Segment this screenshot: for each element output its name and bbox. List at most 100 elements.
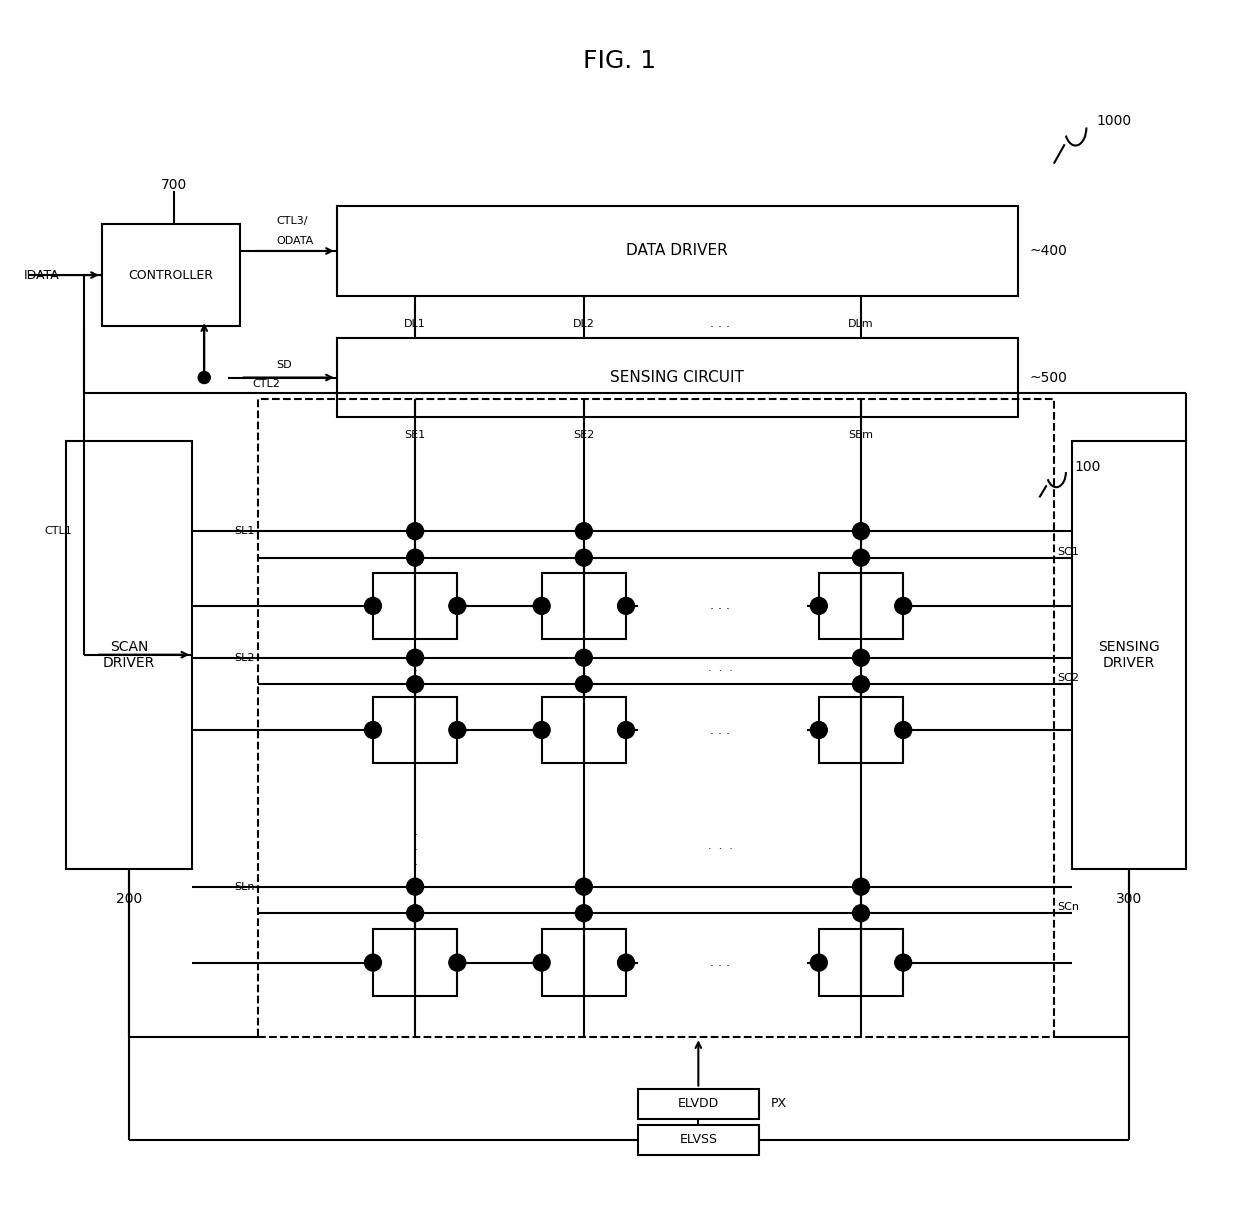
Text: .
.
.: . . .	[413, 646, 417, 690]
Bar	[337, 339, 1018, 417]
Text: . . .: . . .	[711, 600, 730, 612]
Text: 700: 700	[161, 178, 187, 193]
Circle shape	[895, 722, 911, 739]
Circle shape	[853, 878, 869, 895]
Circle shape	[533, 722, 551, 739]
Text: DL2: DL2	[573, 319, 595, 329]
Bar	[818, 929, 903, 996]
Circle shape	[365, 954, 382, 972]
Text: PX: PX	[770, 1097, 786, 1111]
Circle shape	[895, 954, 911, 972]
Text: 1000: 1000	[1096, 115, 1131, 128]
Text: SEm: SEm	[848, 430, 873, 440]
Text: 100: 100	[1074, 461, 1101, 474]
Bar	[639, 1125, 759, 1154]
Circle shape	[575, 878, 593, 895]
Text: . . .: . . .	[711, 956, 730, 969]
Bar	[542, 929, 626, 996]
Text: SENSING CIRCUIT: SENSING CIRCUIT	[610, 371, 744, 385]
Text: SD: SD	[277, 361, 293, 371]
Text: DLm: DLm	[848, 319, 874, 329]
Bar	[1071, 441, 1187, 869]
Text: DL1: DL1	[404, 319, 427, 329]
Circle shape	[365, 597, 382, 614]
Text: CTL3/: CTL3/	[277, 216, 308, 226]
Bar	[542, 697, 626, 763]
Text: SENSING
DRIVER: SENSING DRIVER	[1099, 640, 1161, 669]
Text: IDATA: IDATA	[24, 268, 60, 282]
Text: ELVDD: ELVDD	[678, 1097, 719, 1111]
Circle shape	[853, 675, 869, 692]
Text: CONTROLLER: CONTROLLER	[129, 268, 213, 282]
Text: SE1: SE1	[404, 430, 425, 440]
Circle shape	[575, 904, 593, 922]
Text: ELVSS: ELVSS	[680, 1134, 717, 1146]
Circle shape	[575, 650, 593, 666]
Text: SC1: SC1	[1058, 546, 1079, 557]
Circle shape	[198, 372, 211, 384]
Text: CTL2: CTL2	[253, 379, 280, 389]
Circle shape	[811, 954, 827, 972]
Circle shape	[853, 523, 869, 540]
Text: SL1: SL1	[234, 527, 255, 536]
Text: .
.
.: . . .	[582, 825, 585, 868]
Text: 300: 300	[1116, 892, 1142, 906]
Circle shape	[618, 954, 635, 972]
Circle shape	[407, 550, 424, 566]
Bar	[258, 399, 1054, 1037]
Circle shape	[533, 597, 551, 614]
Bar	[373, 929, 458, 996]
Text: . . .: . . .	[711, 317, 730, 330]
Circle shape	[449, 954, 466, 972]
Text: SLn: SLn	[234, 881, 255, 891]
Text: ~500: ~500	[1029, 371, 1068, 384]
Text: .  .  .: . . .	[708, 663, 733, 673]
Text: .
.
.: . . .	[413, 825, 417, 868]
Circle shape	[449, 597, 466, 614]
Text: .  .  .: . . .	[708, 841, 733, 851]
Bar	[373, 573, 458, 639]
Text: 200: 200	[115, 892, 143, 906]
Bar	[102, 224, 241, 327]
Text: FIG. 1: FIG. 1	[584, 49, 656, 73]
Circle shape	[407, 904, 424, 922]
Text: SL2: SL2	[234, 652, 255, 663]
Text: ODATA: ODATA	[277, 236, 314, 246]
Bar	[818, 697, 903, 763]
Text: ~400: ~400	[1029, 244, 1068, 258]
Bar	[373, 697, 458, 763]
Bar	[337, 206, 1018, 296]
Circle shape	[449, 722, 466, 739]
Circle shape	[853, 550, 869, 566]
Circle shape	[575, 550, 593, 566]
Circle shape	[618, 597, 635, 614]
Circle shape	[407, 878, 424, 895]
Text: SCn: SCn	[1058, 902, 1080, 912]
Text: SC2: SC2	[1058, 673, 1080, 683]
Circle shape	[618, 722, 635, 739]
Circle shape	[407, 523, 424, 540]
Circle shape	[407, 675, 424, 692]
Bar	[66, 441, 192, 869]
Circle shape	[811, 597, 827, 614]
Circle shape	[575, 675, 593, 692]
Text: SCAN
DRIVER: SCAN DRIVER	[103, 640, 155, 669]
Text: .
.
.: . . .	[582, 646, 585, 690]
Bar	[818, 573, 903, 639]
Circle shape	[853, 904, 869, 922]
Text: SE2: SE2	[573, 430, 594, 440]
Circle shape	[407, 650, 424, 666]
Circle shape	[575, 523, 593, 540]
Text: .
.
.: . . .	[859, 646, 863, 690]
Circle shape	[895, 597, 911, 614]
Circle shape	[853, 650, 869, 666]
Bar	[639, 1089, 759, 1119]
Bar	[542, 573, 626, 639]
Text: .
.
.: . . .	[859, 825, 863, 868]
Text: DATA DRIVER: DATA DRIVER	[626, 244, 728, 258]
Circle shape	[533, 954, 551, 972]
Circle shape	[811, 722, 827, 739]
Text: CTL1: CTL1	[43, 527, 72, 536]
Circle shape	[365, 722, 382, 739]
Text: . . .: . . .	[711, 724, 730, 736]
